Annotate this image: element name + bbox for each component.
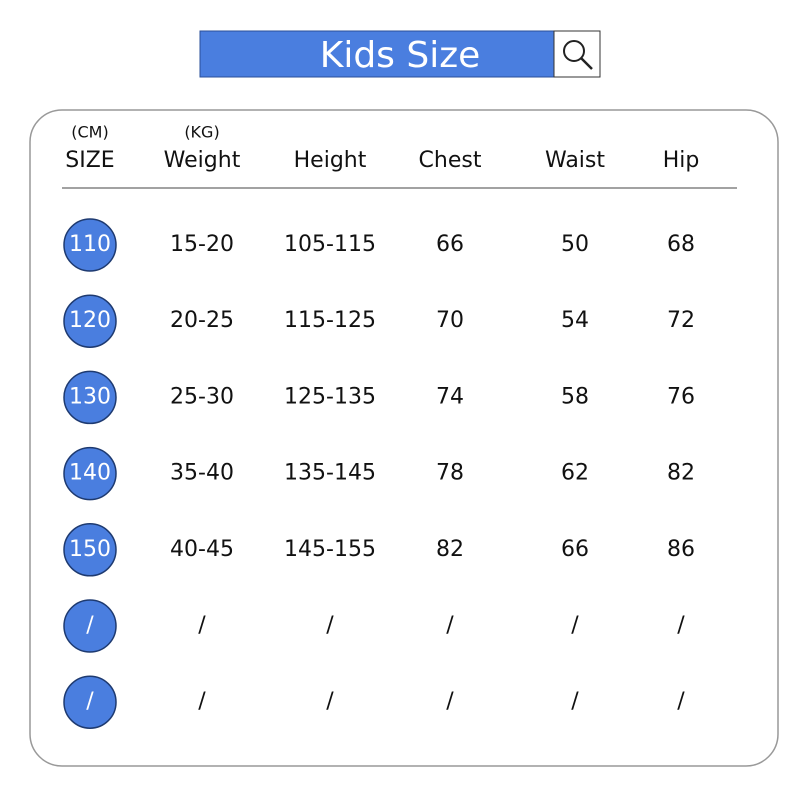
size-label: / — [86, 613, 94, 638]
cell: 54 — [561, 308, 589, 333]
column-header: Weight — [164, 148, 241, 173]
cell: / — [326, 613, 334, 638]
cell: / — [198, 689, 206, 714]
cell: 125-135 — [284, 384, 376, 409]
cell: 74 — [436, 384, 464, 409]
cell: 40-45 — [170, 537, 234, 562]
size-label: 120 — [69, 308, 111, 333]
size-badge — [63, 446, 117, 501]
cell: 70 — [436, 308, 464, 333]
column-header: Waist — [545, 148, 605, 173]
cell: 72 — [667, 308, 695, 333]
cell: 66 — [436, 232, 464, 257]
title: Kids Size — [320, 35, 481, 76]
column-header: Chest — [419, 148, 482, 173]
unit-label: (CM) — [71, 123, 108, 142]
cell: 82 — [436, 537, 464, 562]
cell: 86 — [667, 537, 695, 562]
table-panel — [29, 109, 779, 767]
cell: / — [198, 613, 206, 638]
size-badge — [63, 218, 117, 272]
search-button[interactable] — [553, 30, 601, 78]
cell: / — [446, 689, 454, 714]
size-label: 150 — [69, 537, 111, 562]
cell: 105-115 — [284, 232, 376, 257]
size-badge — [63, 370, 117, 425]
cell: 66 — [561, 537, 589, 562]
cell: 68 — [667, 232, 695, 257]
unit-label: (KG) — [184, 123, 219, 142]
cell: 50 — [561, 232, 589, 257]
column-header: Hip — [663, 148, 700, 173]
cell: / — [677, 689, 685, 714]
size-label: / — [86, 689, 94, 714]
column-header: Height — [294, 148, 367, 173]
cell: 15-20 — [170, 232, 234, 257]
cell: / — [677, 613, 685, 638]
cell: 20-25 — [170, 308, 234, 333]
cell: 62 — [561, 461, 589, 486]
cell: / — [446, 613, 454, 638]
cell: 115-125 — [284, 308, 376, 333]
title-bar — [199, 30, 555, 78]
search-icon — [563, 40, 585, 62]
size-badge — [63, 294, 117, 348]
cell: 135-145 — [284, 461, 376, 486]
cell: 78 — [436, 461, 464, 486]
cell: / — [571, 689, 579, 714]
cell: 58 — [561, 384, 589, 409]
cell: 76 — [667, 384, 695, 409]
cell: / — [571, 613, 579, 638]
size-label: 140 — [69, 461, 111, 486]
column-header: SIZE — [65, 148, 114, 173]
cell: 35-40 — [170, 461, 234, 486]
cell: / — [326, 689, 334, 714]
size-label: 130 — [69, 384, 111, 409]
cell: 25-30 — [170, 384, 234, 409]
search-icon-handle — [580, 57, 593, 70]
cell: 82 — [667, 461, 695, 486]
size-badge — [63, 599, 117, 653]
size-badge — [63, 523, 117, 577]
size-label: 110 — [69, 232, 111, 257]
cell: 145-155 — [284, 537, 376, 562]
size-badge — [63, 675, 117, 729]
